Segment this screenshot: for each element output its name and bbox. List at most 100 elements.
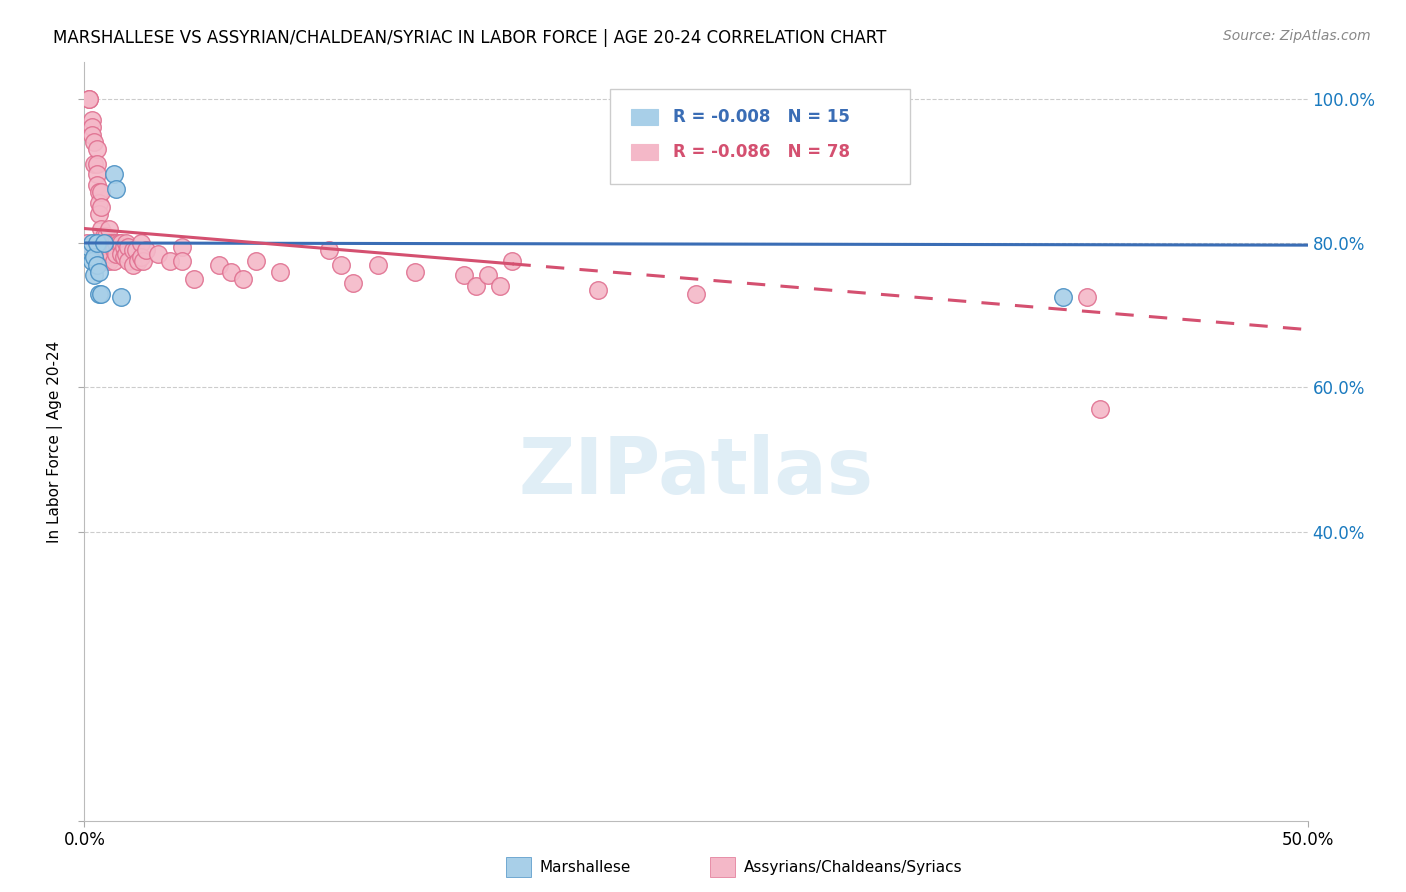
Point [586,283,609,297]
Point [115,235,138,250]
Point [97,254,120,268]
Point [93,235,115,250]
Point [318,243,340,257]
Point [87,265,110,279]
Point [86,142,108,156]
Point [105,247,128,261]
Point [685,286,707,301]
Text: Marshallese: Marshallese [540,860,631,874]
Point [77,91,100,105]
Point [1076,290,1098,304]
Point [96,228,118,243]
Point [93,235,115,250]
Point [112,239,135,253]
Point [93,254,115,268]
Point [110,247,132,261]
Point [80,120,103,135]
Point [489,279,512,293]
Point [115,247,138,261]
Point [135,243,157,257]
Point [245,254,267,268]
Y-axis label: In Labor Force | Age 20-24: In Labor Force | Age 20-24 [46,341,63,542]
Text: Source: ZipAtlas.com: Source: ZipAtlas.com [1223,29,1371,43]
Point [269,265,291,279]
Text: R = -0.086   N = 78: R = -0.086 N = 78 [672,143,849,161]
Point [330,258,353,272]
Point [477,268,499,283]
Point [103,235,125,250]
Point [1052,290,1074,304]
Point [90,286,112,301]
Point [1088,402,1111,417]
Point [100,235,122,250]
Point [172,239,194,253]
Point [97,221,120,235]
Point [90,186,112,200]
Point [110,235,132,250]
Point [117,239,139,253]
Point [97,243,120,257]
Text: MARSHALLESE VS ASSYRIAN/CHALDEAN/SYRIAC IN LABOR FORCE | AGE 20-24 CORRELATION C: MARSHALLESE VS ASSYRIAN/CHALDEAN/SYRIAC … [53,29,887,46]
Text: ZIPatlas: ZIPatlas [519,434,873,510]
Point [80,254,103,268]
Point [232,272,254,286]
Point [112,251,135,265]
Point [122,258,145,272]
Point [103,254,125,268]
Text: Assyrians/Chaldeans/Syriacs: Assyrians/Chaldeans/Syriacs [744,860,962,874]
Point [103,243,125,257]
Point [183,272,205,286]
Point [110,290,132,304]
Point [90,221,112,235]
Point [83,156,105,170]
Point [96,254,118,268]
Point [93,228,115,243]
Point [342,276,364,290]
Point [86,235,108,250]
Point [129,235,152,250]
Point [87,186,110,200]
Bar [631,109,658,126]
Point [93,243,115,257]
Text: R = -0.008   N = 15: R = -0.008 N = 15 [672,108,849,126]
Point [105,182,128,196]
Point [80,235,103,250]
Point [453,268,475,283]
Point [122,243,145,257]
Point [404,265,426,279]
Point [219,265,242,279]
Point [132,254,155,268]
Point [87,196,110,211]
Point [107,235,129,250]
Point [77,239,100,253]
Point [86,167,108,181]
Point [86,178,108,193]
Point [117,254,139,268]
Point [146,247,169,261]
Point [86,156,108,170]
Point [90,235,112,250]
Point [100,247,122,261]
Point [80,128,103,142]
Point [80,113,103,128]
Bar [631,144,658,161]
Point [76,235,98,250]
Point [464,279,486,293]
Point [86,258,108,272]
FancyBboxPatch shape [610,89,910,184]
Point [159,254,181,268]
Point [105,235,128,250]
Point [103,167,125,181]
Point [83,251,105,265]
Point [97,235,120,250]
Point [125,243,148,257]
Point [90,200,112,214]
Point [208,258,231,272]
Point [87,207,110,221]
Point [83,135,105,149]
Point [127,254,149,268]
Point [172,254,194,268]
Point [77,91,100,105]
Point [83,268,105,283]
Point [87,286,110,301]
